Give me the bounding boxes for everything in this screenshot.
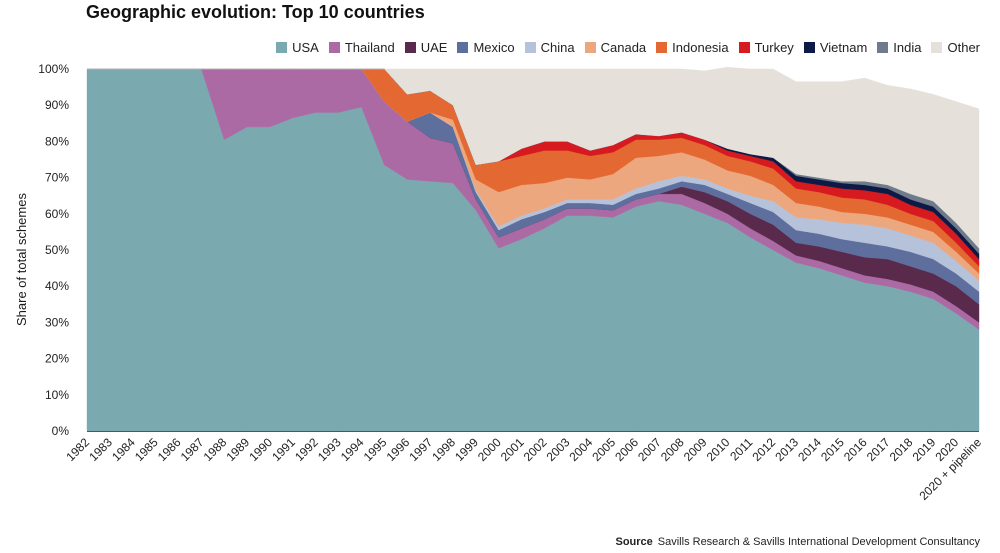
chart-legend: USA Thailand UAE Mexico China Canada Indonesia… xyxy=(266,40,980,55)
legend-label: Indonesia xyxy=(672,40,729,55)
x-tick-label: 1988 xyxy=(201,435,230,464)
legend-item-other: Other xyxy=(931,40,980,55)
y-tick-label: 100% xyxy=(38,62,69,76)
x-tick-label: 2018 xyxy=(887,435,916,464)
x-tick-label: 2001 xyxy=(498,435,527,464)
legend-swatch xyxy=(328,42,340,53)
legend-label: Thailand xyxy=(344,40,395,55)
x-tick-label: 2016 xyxy=(841,435,870,464)
x-tick-label: 1993 xyxy=(315,435,344,464)
x-tick-label: 2006 xyxy=(612,435,641,464)
x-tick-label: 1985 xyxy=(132,435,161,464)
legend-swatch xyxy=(457,42,469,53)
legend-item-turkey: Turkey xyxy=(738,40,794,55)
y-tick-label: 30% xyxy=(45,315,69,329)
legend-swatch xyxy=(276,42,288,53)
x-tick-label: 1992 xyxy=(292,435,321,464)
legend-label: India xyxy=(893,40,922,55)
x-tick-label: 2002 xyxy=(521,435,550,464)
legend-swatch xyxy=(931,42,943,53)
x-tick-label: 2019 xyxy=(910,435,939,464)
y-tick-label: 40% xyxy=(45,279,69,293)
y-tick-label: 20% xyxy=(45,352,69,366)
legend-item-usa: USA xyxy=(276,40,319,55)
legend-item-mexico: Mexico xyxy=(457,40,515,55)
legend-swatch xyxy=(524,42,536,53)
x-tick-label: 2012 xyxy=(749,435,778,464)
x-tick-label: 2013 xyxy=(772,435,801,464)
legend-swatch xyxy=(584,42,596,53)
area-series-other xyxy=(87,66,980,249)
legend-item-thailand: Thailand xyxy=(328,40,395,55)
y-tick-label: 70% xyxy=(45,171,69,185)
legend-label: USA xyxy=(292,40,319,55)
x-tick-label: 2017 xyxy=(864,435,893,464)
legend-item-china: China xyxy=(524,40,575,55)
x-tick-label: 2000 xyxy=(475,435,504,464)
x-tick-label: 1999 xyxy=(452,435,481,464)
legend-label: Mexico xyxy=(473,40,515,55)
legend-label: Other xyxy=(947,40,980,55)
x-tick-label: 1984 xyxy=(109,435,138,464)
x-tick-label: 2010 xyxy=(704,435,733,464)
x-tick-label: 1996 xyxy=(384,435,413,464)
legend-label: Turkey xyxy=(754,40,794,55)
x-tick-label: 2009 xyxy=(681,435,710,464)
source-text: Savills Research & Savills International… xyxy=(657,536,980,548)
x-tick-label: 1998 xyxy=(429,435,458,464)
legend-item-vietnam: Vietnam xyxy=(803,40,868,55)
y-tick-label: 90% xyxy=(45,98,69,112)
legend-item-india: India xyxy=(877,40,921,55)
legend-item-canada: Canada xyxy=(584,40,647,55)
legend-label: China xyxy=(540,40,575,55)
x-tick-label: 1994 xyxy=(338,435,367,464)
legend-label: UAE xyxy=(420,40,448,55)
y-tick-label: 0% xyxy=(52,424,70,438)
x-tick-label: 1995 xyxy=(361,435,390,464)
legend-label: Canada xyxy=(600,40,647,55)
legend-swatch xyxy=(738,42,750,53)
x-tick-label: 1982 xyxy=(63,435,92,464)
y-tick-label: 60% xyxy=(45,207,69,221)
x-tick-label: 2011 xyxy=(727,435,755,463)
x-tick-label: 2003 xyxy=(544,435,573,464)
y-tick-label: 80% xyxy=(45,134,69,148)
x-tick-label: 2008 xyxy=(658,435,687,464)
source-label: Source xyxy=(615,536,653,548)
legend-swatch xyxy=(877,42,889,53)
x-tick-label: 1991 xyxy=(269,435,298,464)
x-tick-label: 2004 xyxy=(567,435,596,464)
legend-swatch xyxy=(404,42,416,53)
legend-swatch xyxy=(656,42,668,53)
legend-item-indonesia: Indonesia xyxy=(656,40,729,55)
x-tick-label: 2015 xyxy=(818,435,847,464)
x-tick-label: 2014 xyxy=(795,435,824,464)
source-note: Source Savills Research & Savills Interna… xyxy=(615,536,980,548)
y-tick-label: 10% xyxy=(45,388,69,402)
x-tick-label: 1989 xyxy=(223,435,252,464)
x-tick-label: 1997 xyxy=(406,435,435,464)
x-tick-label: 2007 xyxy=(635,435,664,464)
legend-swatch xyxy=(803,42,815,53)
legend-label: Vietnam xyxy=(819,40,868,55)
y-tick-label: 50% xyxy=(45,243,69,257)
x-tick-label: 1986 xyxy=(155,435,184,464)
legend-item-uae: UAE xyxy=(404,40,448,55)
x-tick-label: 1990 xyxy=(246,435,275,464)
x-tick-label: 2005 xyxy=(589,435,618,464)
chart-title: Geographic evolution: Top 10 countries xyxy=(86,2,425,22)
x-tick-label: 1983 xyxy=(86,435,115,464)
x-tick-label: 1987 xyxy=(178,435,207,464)
